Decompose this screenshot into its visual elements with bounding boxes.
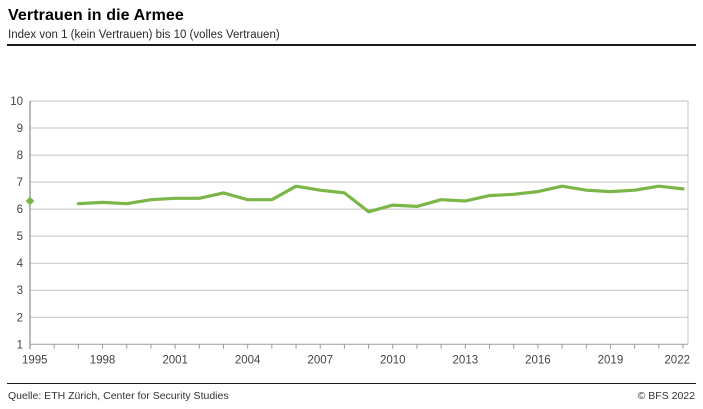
y-tick-label: 5 <box>17 231 23 243</box>
x-tick-label: 2001 <box>162 354 188 366</box>
x-tick-label: 2022 <box>664 354 690 366</box>
x-tick-label: 1998 <box>90 354 116 366</box>
x-tick-label: 2004 <box>235 354 261 366</box>
page-title: Vertrauen in die Armee <box>8 7 184 24</box>
x-tick-label: 2007 <box>307 354 333 366</box>
x-tick-label: 1995 <box>22 354 48 366</box>
y-tick-label: 3 <box>17 285 23 297</box>
page-subtitle: Index von 1 (kein Vertrauen) bis 10 (vol… <box>8 29 280 41</box>
copyright-label: © BFS 2022 <box>637 390 695 402</box>
y-tick-label: 8 <box>17 150 23 162</box>
x-tick-label: 2010 <box>380 354 406 366</box>
source-label: Quelle: ETH Zürich, Center for Security … <box>8 390 229 402</box>
footer-divider <box>7 383 696 384</box>
point-1995-marker <box>25 196 35 206</box>
header-divider <box>7 44 696 46</box>
y-tick-label: 7 <box>17 177 23 189</box>
x-tick-label: 2019 <box>598 354 624 366</box>
y-tick-label: 2 <box>17 312 23 324</box>
y-tick-label: 9 <box>17 123 23 135</box>
trust-line <box>76 184 685 214</box>
y-tick-label: 6 <box>17 204 23 216</box>
x-tick-label: 2013 <box>453 354 479 366</box>
y-tick-label: 10 <box>10 96 23 108</box>
x-tick-label: 2016 <box>525 354 551 366</box>
y-tick-label: 4 <box>17 258 24 270</box>
y-tick-label: 1 <box>17 339 23 351</box>
